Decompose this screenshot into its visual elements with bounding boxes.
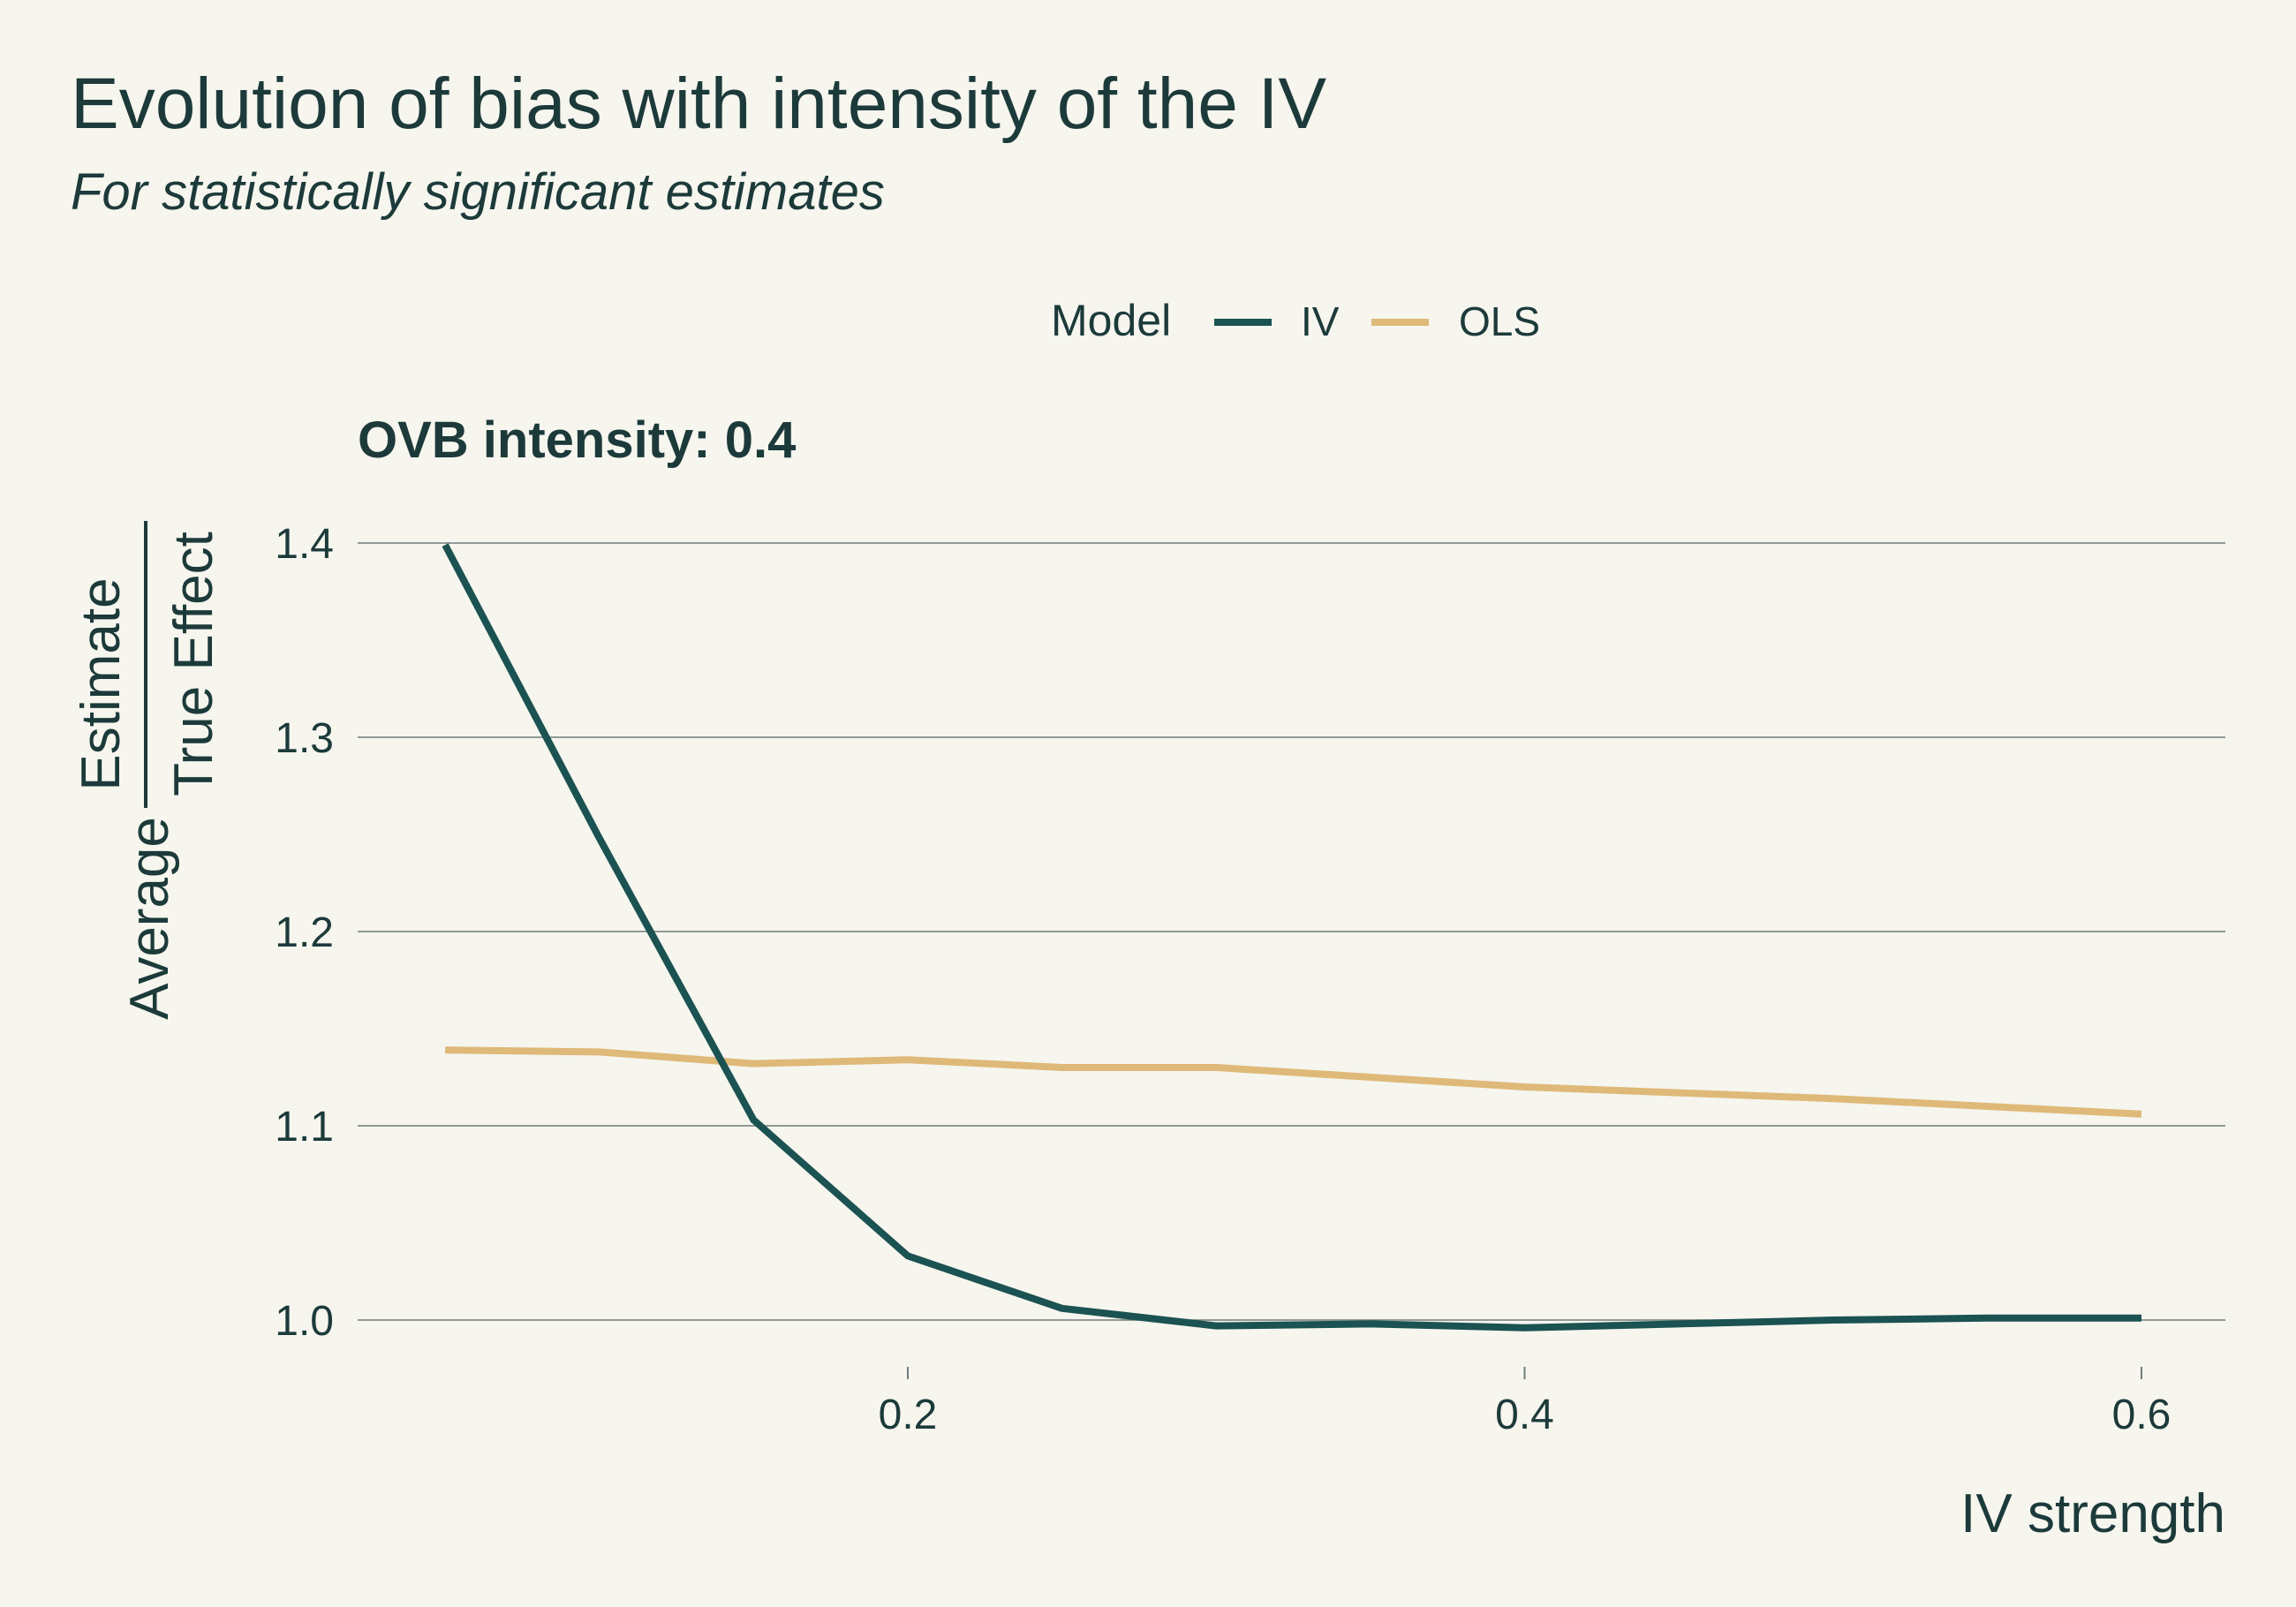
x-axis-title: IV strength xyxy=(1960,1483,2225,1544)
y-axis-title-denominator: True Effect xyxy=(163,532,224,796)
series-line-iv xyxy=(442,543,2141,1332)
x-tick-label-0.2: 0.2 xyxy=(879,1392,938,1438)
x-ticks: 0.2 0.4 0.6 xyxy=(879,1367,2171,1438)
series-lines xyxy=(442,543,2142,1332)
facet-label: OVB intensity: 0.4 xyxy=(358,411,796,469)
chart-title: Evolution of bias with intensity of the … xyxy=(71,64,1326,144)
y-tick-labels: 1.0 1.1 1.2 1.3 1.4 xyxy=(275,521,334,1345)
y-tick-label-1.0: 1.0 xyxy=(275,1298,334,1345)
y-axis-title-numerator: Estimate xyxy=(71,577,132,790)
legend-label-ols: OLS xyxy=(1459,298,1540,344)
legend: Model IV OLS xyxy=(1051,296,1540,345)
y-axis-title-prefix: Average xyxy=(119,817,180,1020)
y-tick-label-1.2: 1.2 xyxy=(275,909,334,956)
legend-label-iv: IV xyxy=(1301,298,1340,344)
x-tick-label-0.4: 0.4 xyxy=(1495,1392,1554,1438)
chart-subtitle: For statistically significant estimates xyxy=(71,163,885,221)
y-axis-title: Average Estimate True Effect xyxy=(71,521,224,1020)
legend-title: Model xyxy=(1051,296,1171,345)
y-tick-label-1.4: 1.4 xyxy=(275,521,334,568)
series-line-ols xyxy=(445,1046,2142,1118)
gridlines xyxy=(358,542,2225,1321)
y-tick-label-1.1: 1.1 xyxy=(275,1104,334,1151)
x-tick-label-0.6: 0.6 xyxy=(2112,1392,2171,1438)
y-tick-label-1.3: 1.3 xyxy=(275,715,334,762)
